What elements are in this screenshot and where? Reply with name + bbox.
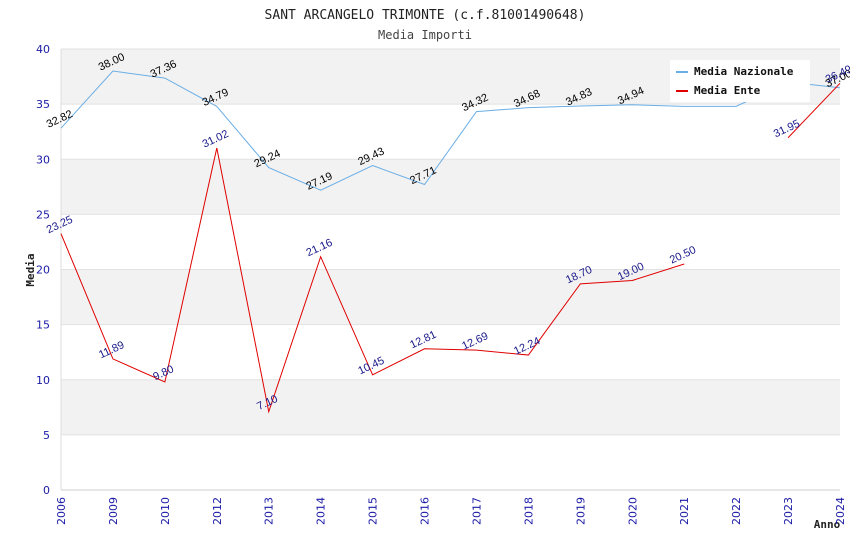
grid-band [61, 159, 840, 215]
grid-band [61, 214, 840, 270]
x-tick-label: 2013 [263, 497, 276, 525]
legend: Media Nazionale Media Ente [670, 60, 810, 102]
x-tick-label: 2022 [730, 497, 743, 525]
y-tick-label: 25 [36, 208, 50, 221]
x-tick-label: 2010 [159, 497, 172, 525]
y-tick-labels: 0 5 10 15 20 25 30 35 40 [36, 43, 50, 497]
x-tick-label: 2023 [782, 497, 795, 525]
x-tick-label: 2014 [315, 497, 328, 525]
grid-band [61, 379, 840, 435]
grid-bands [61, 49, 840, 490]
series-line-media-ente [60, 147, 685, 414]
x-tick-label: 2006 [55, 497, 68, 525]
legend-label-media-ente: Media Ente [694, 84, 761, 97]
x-tick-label: 2009 [107, 497, 120, 525]
y-tick-label: 40 [36, 43, 50, 56]
legend-box [670, 60, 810, 102]
grid-band [61, 324, 840, 380]
x-tick-label: 2017 [470, 497, 483, 525]
series-line-media-nazionale [60, 70, 841, 191]
grid-band [61, 434, 840, 490]
series-line-media-ente [787, 82, 841, 139]
y-axis-label: Media [24, 253, 37, 286]
y-tick-label: 10 [36, 374, 50, 387]
grid-band [61, 269, 840, 325]
x-tick-labels: 2006 2009 2010 2012 2013 2014 2015 2016 2017 2018… [55, 497, 847, 525]
x-axis-label: Anno [814, 518, 841, 531]
series-lines [60, 70, 841, 414]
x-tick-label: 2024 [834, 497, 847, 525]
x-tick-label: 2015 [367, 497, 380, 525]
y-tick-label: 30 [36, 153, 50, 166]
y-tick-label: 20 [36, 264, 50, 277]
grid-band [61, 104, 840, 160]
x-tick-label: 2019 [574, 497, 587, 525]
chart-subtitle: Media Importi [378, 28, 472, 42]
gridlines [60, 48, 840, 491]
x-tick-label: 2021 [678, 497, 691, 525]
x-tick-label: 2018 [522, 497, 535, 525]
legend-label-media-nazionale: Media Nazionale [694, 65, 794, 78]
x-tick-label: 2016 [419, 497, 432, 525]
x-tick-label: 2012 [211, 497, 224, 525]
y-tick-label: 0 [43, 484, 50, 497]
chart-title: SANT ARCANGELO TRIMONTE (c.f.81001490648… [265, 8, 586, 23]
y-tick-label: 15 [36, 319, 50, 332]
x-tick-label: 2020 [626, 497, 639, 525]
y-tick-label: 35 [36, 98, 50, 111]
y-tick-label: 5 [43, 429, 50, 442]
